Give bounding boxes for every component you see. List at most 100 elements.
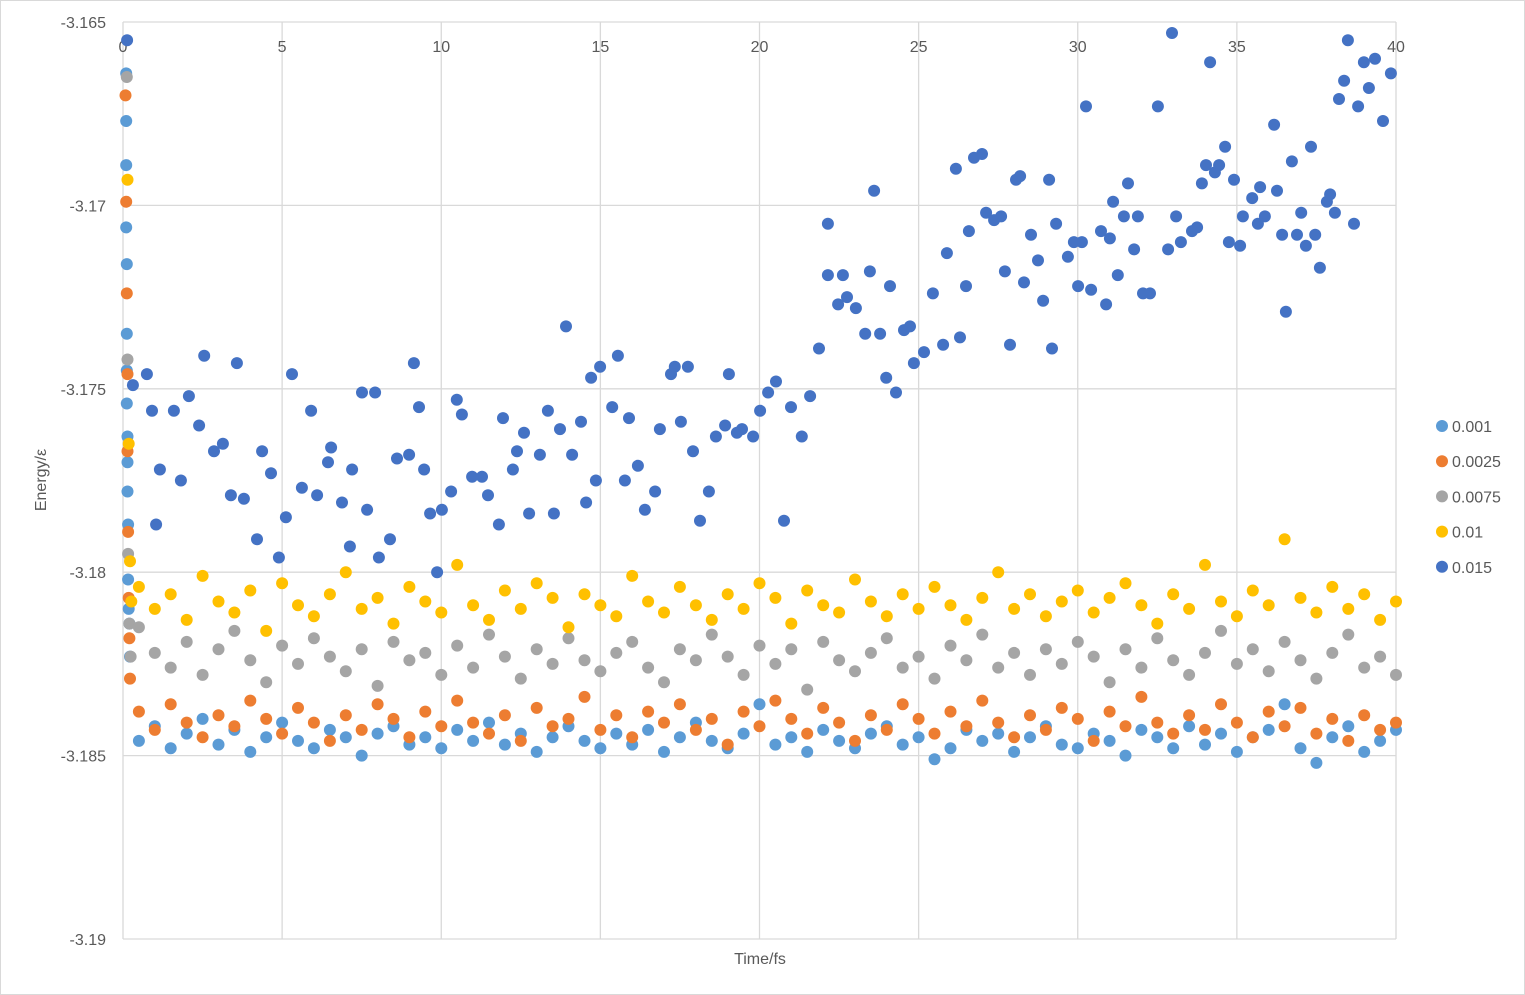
data-point	[1374, 650, 1387, 663]
data-point	[801, 727, 814, 740]
data-point	[795, 430, 808, 443]
data-point	[323, 650, 336, 663]
legend-label: 0.0075	[1452, 489, 1501, 506]
data-point	[1357, 56, 1370, 69]
data-point	[122, 573, 135, 586]
data-point	[140, 368, 153, 381]
data-point	[1390, 716, 1402, 729]
data-point	[976, 734, 989, 747]
data-point	[126, 379, 139, 392]
data-point	[832, 298, 845, 311]
data-point	[467, 716, 480, 729]
data-point	[649, 485, 662, 498]
data-point	[336, 496, 348, 509]
data-point	[1135, 599, 1148, 612]
data-point	[995, 210, 1008, 223]
data-point	[631, 459, 644, 472]
data-point	[566, 448, 579, 461]
data-point	[435, 503, 448, 516]
data-point	[228, 606, 241, 619]
data-point	[721, 588, 734, 601]
data-point	[164, 698, 177, 711]
data-point	[1374, 723, 1387, 736]
data-point	[230, 357, 243, 370]
legend-label: 0.0025	[1452, 454, 1501, 471]
data-point	[673, 698, 686, 711]
data-point	[753, 698, 766, 711]
data-point	[1246, 731, 1259, 744]
data-point	[121, 173, 134, 186]
data-point	[387, 712, 400, 725]
data-point	[514, 672, 527, 685]
data-point	[467, 734, 480, 747]
data-point	[311, 489, 324, 502]
data-point	[1369, 52, 1381, 65]
data-point	[623, 412, 635, 425]
data-point	[689, 654, 702, 667]
data-point	[1377, 115, 1389, 127]
data-point	[1061, 250, 1074, 263]
y-tick-label: -3.165	[61, 15, 106, 32]
series-0.01	[121, 173, 1402, 637]
data-point	[874, 327, 887, 340]
data-point	[1291, 228, 1303, 241]
data-point	[554, 423, 566, 436]
data-point	[1348, 217, 1360, 230]
data-point	[928, 580, 941, 593]
data-point	[120, 221, 133, 234]
data-point	[1100, 298, 1113, 311]
data-point	[530, 701, 543, 714]
data-point	[1174, 236, 1187, 249]
data-point	[1213, 159, 1226, 172]
data-point	[1230, 716, 1243, 729]
data-point	[1276, 228, 1289, 241]
data-point	[180, 613, 193, 626]
data-point	[546, 720, 559, 733]
data-point	[610, 646, 623, 659]
data-point	[578, 654, 591, 667]
data-point	[196, 668, 209, 681]
data-point	[307, 610, 320, 623]
data-point	[880, 723, 893, 736]
data-point	[153, 463, 166, 476]
data-point	[1008, 731, 1021, 744]
data-point	[928, 727, 941, 740]
data-point	[371, 698, 384, 711]
data-point	[849, 665, 861, 678]
data-point	[658, 676, 670, 689]
data-point	[880, 610, 893, 623]
data-point	[1262, 705, 1275, 718]
data-point	[769, 591, 782, 604]
data-point	[120, 115, 133, 127]
data-point	[912, 602, 925, 615]
data-point	[721, 738, 734, 751]
data-point	[1144, 287, 1156, 300]
data-point	[859, 327, 872, 340]
data-point	[904, 320, 916, 333]
data-point	[1295, 206, 1308, 219]
data-point	[307, 632, 320, 645]
data-point	[673, 731, 686, 744]
data-point	[228, 624, 241, 637]
data-point	[762, 386, 775, 399]
legend-marker	[1436, 490, 1448, 503]
data-point	[562, 621, 575, 634]
data-point	[419, 731, 432, 744]
data-point	[120, 71, 133, 83]
data-point	[212, 643, 225, 656]
data-point	[801, 683, 814, 696]
data-point	[1326, 712, 1339, 725]
data-point	[295, 481, 308, 494]
data-point	[753, 720, 766, 733]
data-point	[1117, 210, 1130, 223]
data-point	[817, 599, 830, 612]
data-point	[212, 709, 225, 722]
x-tick-label: 40	[1387, 39, 1405, 56]
data-point	[1326, 646, 1339, 659]
data-point	[864, 595, 877, 608]
data-point	[912, 731, 925, 744]
legend-marker	[1436, 420, 1448, 432]
data-point	[1166, 27, 1178, 39]
data-point	[1072, 280, 1085, 293]
data-point	[1338, 74, 1351, 87]
